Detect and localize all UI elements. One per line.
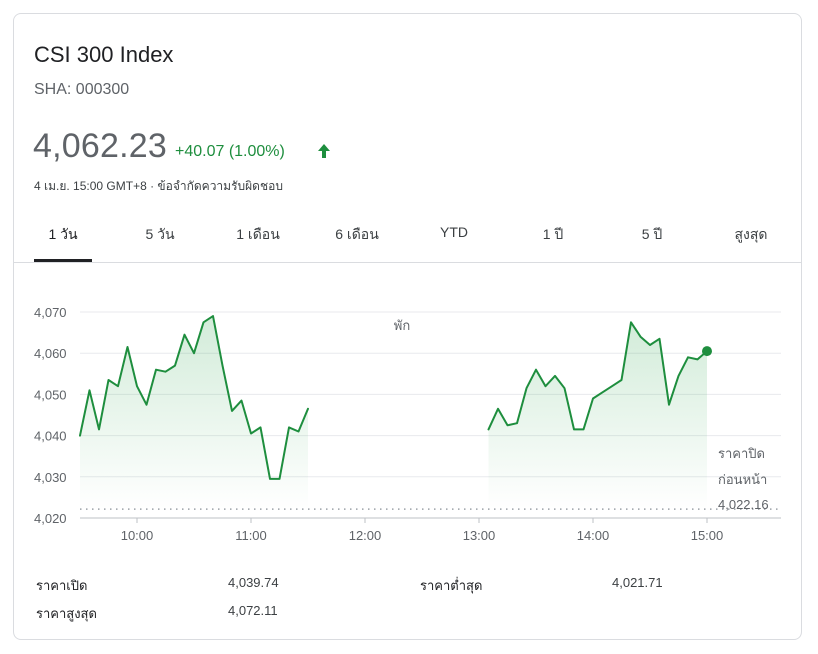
x-tick-label: 12:00	[349, 528, 382, 543]
x-tick-label: 15:00	[691, 528, 724, 543]
stat-open-value: 4,039.74	[228, 575, 279, 590]
tabs-divider	[14, 262, 801, 263]
lunch-break-label: พัก	[394, 318, 410, 333]
stock-card	[13, 13, 802, 640]
y-tick-label: 4,030	[34, 470, 67, 485]
x-tick-label: 14:00	[577, 528, 610, 543]
tab-5-day[interactable]: 5 วัน	[145, 226, 175, 242]
active-tab-indicator	[34, 259, 92, 262]
price-change: +40.07 (1.00%)	[175, 143, 285, 160]
previous-close-value: 4,022.16	[718, 497, 769, 512]
tab-1-day[interactable]: 1 วัน	[48, 226, 78, 242]
arrow-up-icon	[318, 144, 330, 158]
series-area-1	[80, 316, 308, 510]
stat-high-value: 4,072.11	[228, 603, 278, 618]
y-tick-label: 4,040	[34, 429, 67, 444]
current-price: 4,062.23	[33, 127, 167, 165]
tab-1-month[interactable]: 1 เดือน	[236, 226, 280, 242]
index-title: CSI 300 Index	[34, 42, 174, 67]
previous-close-label: ราคาปิด	[718, 446, 765, 461]
tab-1-year[interactable]: 1 ปี	[542, 226, 564, 242]
series-line-2	[487, 321, 708, 431]
previous-close-label-2: ก่อนหน้า	[718, 472, 767, 487]
y-tick-label: 4,070	[34, 305, 67, 320]
series-area-2	[488, 322, 707, 510]
tab-ytd[interactable]: YTD	[440, 224, 468, 240]
stat-open-label: ราคาเปิด	[36, 578, 88, 593]
ticker-symbol: SHA: 000300	[34, 81, 130, 98]
x-tick-label: 10:00	[121, 528, 154, 543]
range-tabs: 1 วัน 5 วัน 1 เดือน 6 เดือน YTD 1 ปี 5 ป…	[14, 212, 801, 262]
stat-high-label: ราคาสูงสุด	[36, 606, 97, 621]
x-tick-label: 13:00	[463, 528, 496, 543]
price-chart: 4,070 4,060 4,050 4,040 4,030 4,020 10:00 11:00…	[34, 305, 781, 543]
timestamp-disclaimer: 4 เม.ย. 15:00 GMT+8 · ข้อจำกัดความรับผิด…	[34, 179, 283, 193]
stat-low-value: 4,021.71	[612, 575, 663, 590]
current-price-dot	[702, 346, 712, 357]
y-tick-label: 4,050	[34, 387, 67, 402]
tab-5-year[interactable]: 5 ปี	[641, 226, 663, 242]
y-tick-label: 4,060	[34, 346, 67, 361]
stat-low-label: ราคาต่ำสุด	[420, 578, 483, 593]
x-tick-label: 11:00	[235, 528, 267, 543]
y-tick-label: 4,020	[34, 511, 67, 526]
tab-6-month[interactable]: 6 เดือน	[335, 226, 379, 242]
tab-max[interactable]: สูงสุด	[734, 226, 768, 242]
